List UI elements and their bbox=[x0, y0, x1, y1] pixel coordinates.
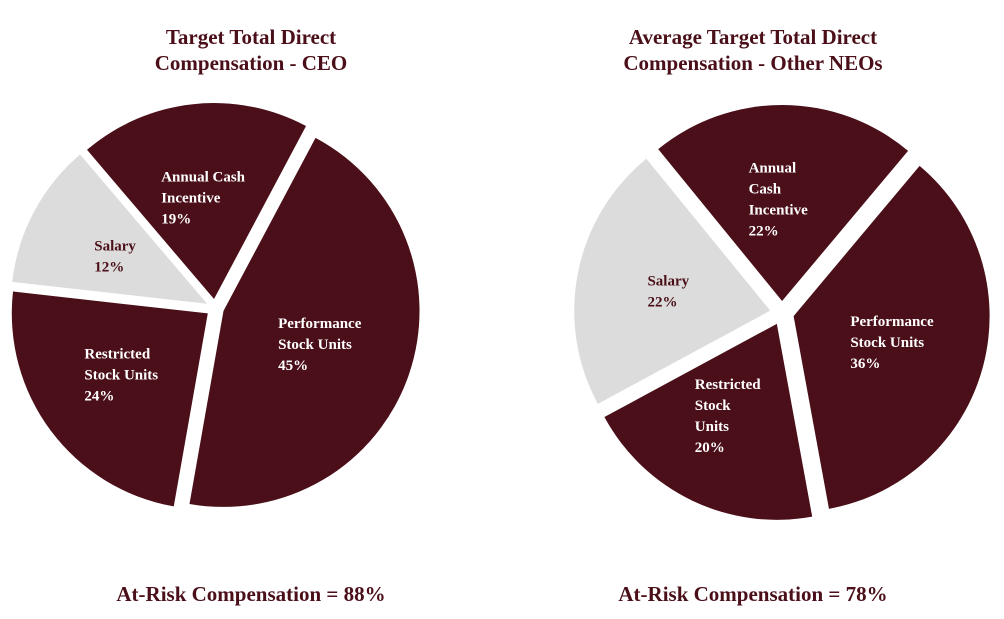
neo-pie-chart: Performance Stock Units 36% Restricted Stock… bbox=[574, 105, 990, 520]
pie-slice bbox=[574, 158, 771, 404]
pie-slice bbox=[86, 103, 307, 300]
slice-category-label: Incentive bbox=[749, 203, 809, 219]
pie-slice bbox=[658, 105, 909, 302]
ceo-pie-chart: Performance Stock Units 45% Restricted Stock… bbox=[11, 103, 420, 507]
slice-label: Salary 12% bbox=[94, 238, 136, 275]
slice-value-label: 36% bbox=[850, 356, 880, 372]
slice-label: Performance Stock Units 36% bbox=[850, 314, 934, 372]
slice-value-label: 20% bbox=[695, 440, 725, 456]
slice-value-label: 45% bbox=[278, 358, 308, 374]
slice-value-label: 24% bbox=[84, 388, 114, 404]
slice-category-label: Incentive bbox=[161, 191, 221, 207]
slice-value-label: 22% bbox=[749, 224, 779, 240]
neo-chart-title-line-2: Compensation - Other NEOs bbox=[623, 51, 883, 75]
neo-at-risk-footer: At-Risk Compensation = 78% bbox=[618, 582, 888, 606]
ceo-chart-title-line-2: Compensation - CEO bbox=[154, 51, 348, 75]
ceo-chart-title: Target Total Direct Compensation - CEO bbox=[0, 24, 502, 76]
slice-label: Performance Stock Units 45% bbox=[278, 316, 362, 374]
ceo-chart-title-line-1: Target Total Direct bbox=[165, 25, 337, 49]
slice-category-label: Stock Units bbox=[84, 367, 158, 383]
slice-category-label: Units bbox=[695, 419, 729, 435]
slice-category-label: Annual Cash bbox=[161, 170, 245, 186]
slice-category-label: Restricted bbox=[84, 346, 150, 362]
slice-label: Restricted Stock Units 20% bbox=[695, 377, 761, 456]
slice-category-label: Salary bbox=[94, 238, 136, 254]
pie-slice bbox=[11, 291, 208, 507]
slice-category-label: Stock Units bbox=[850, 335, 924, 351]
slice-category-label: Salary bbox=[647, 273, 689, 289]
pie-slice bbox=[793, 165, 990, 509]
ceo-at-risk-footer: At-Risk Compensation = 88% bbox=[116, 582, 386, 606]
slice-label: Annual Cash Incentive 19% bbox=[161, 170, 245, 228]
slice-label: Annual Cash Incentive 22% bbox=[749, 161, 809, 240]
slice-category-label: Stock bbox=[695, 398, 731, 414]
slice-value-label: 12% bbox=[94, 259, 124, 275]
slice-category-label: Restricted bbox=[695, 377, 761, 393]
neo-chart-title: Average Target Total Direct Compensation… bbox=[502, 24, 1004, 76]
slice-category-label: Cash bbox=[749, 182, 782, 198]
ceo-pie-panel: Target Total Direct Compensation - CEO P… bbox=[0, 24, 502, 606]
slice-category-label: Annual bbox=[749, 161, 797, 177]
pie-slice bbox=[189, 137, 420, 507]
neo-chart-title-line-1: Average Target Total Direct bbox=[628, 25, 878, 49]
slice-value-label: 19% bbox=[161, 212, 191, 228]
slice-label: Salary 22% bbox=[647, 273, 689, 310]
slice-category-label: Stock Units bbox=[278, 337, 352, 353]
slice-category-label: Performance bbox=[278, 316, 362, 332]
pie-slice bbox=[12, 154, 208, 304]
slice-value-label: 22% bbox=[647, 294, 677, 310]
pie-slice bbox=[604, 323, 813, 520]
slice-category-label: Performance bbox=[850, 314, 934, 330]
slice-label: Restricted Stock Units 24% bbox=[84, 346, 158, 404]
neo-pie-panel: Average Target Total Direct Compensation… bbox=[502, 0, 1004, 619]
